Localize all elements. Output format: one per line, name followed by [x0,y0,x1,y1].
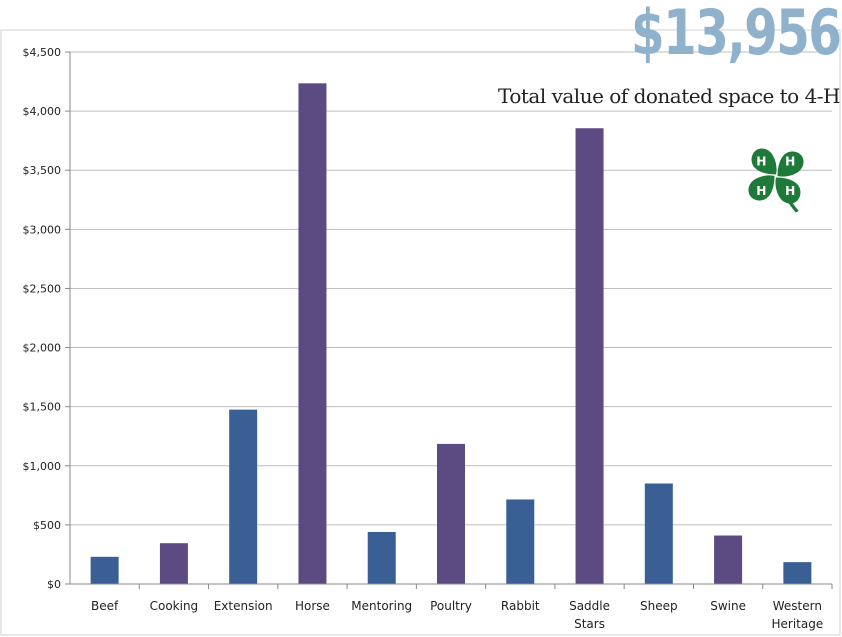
bar [575,128,604,584]
x-tick-label: Extension [214,599,273,613]
y-tick-label: $2,000 [23,342,62,355]
y-tick-label: $3,000 [23,223,62,236]
bar [229,409,258,584]
x-tick-label: Sheep [640,599,678,613]
bar [506,499,535,584]
x-tick-label: Rabbit [501,599,540,613]
y-tick-label: $4,000 [23,105,62,118]
svg-text:H: H [756,184,766,198]
total-caption: Total value of donated space to 4-H [498,84,840,108]
four-h-clover-icon: H H H H [748,148,804,213]
bar [298,83,327,584]
x-tick-label: Saddle [569,599,610,613]
y-tick-label: $3,500 [23,164,62,177]
x-tick-label: Western [773,599,822,613]
x-tick-label: Heritage [771,617,823,631]
bar [90,556,119,584]
bar [437,443,465,584]
svg-text:H: H [785,184,795,198]
x-tick-label: Cooking [150,599,199,613]
y-tick-label: $0 [47,578,61,591]
bar [644,483,673,584]
bar [783,562,812,584]
x-tick-label: Swine [710,599,746,613]
y-tick-label: $500 [33,519,61,532]
x-tick-label: Poultry [430,599,472,613]
svg-text:H: H [785,154,795,168]
y-tick-label: $1,500 [23,401,62,414]
y-tick-label: $4,500 [23,46,62,59]
y-tick-label: $1,000 [23,460,62,473]
chart-frame [0,29,841,636]
x-tick-label: Beef [91,599,119,613]
x-tick-label: Horse [295,599,330,613]
x-tick-label: Stars [574,617,605,631]
bar [159,543,188,584]
svg-text:H: H [756,154,766,168]
x-tick-label: Mentoring [351,599,412,613]
bar [714,535,743,584]
y-tick-label: $2,500 [23,282,62,295]
bar [367,531,396,584]
total-value: $13,956 [630,0,842,69]
